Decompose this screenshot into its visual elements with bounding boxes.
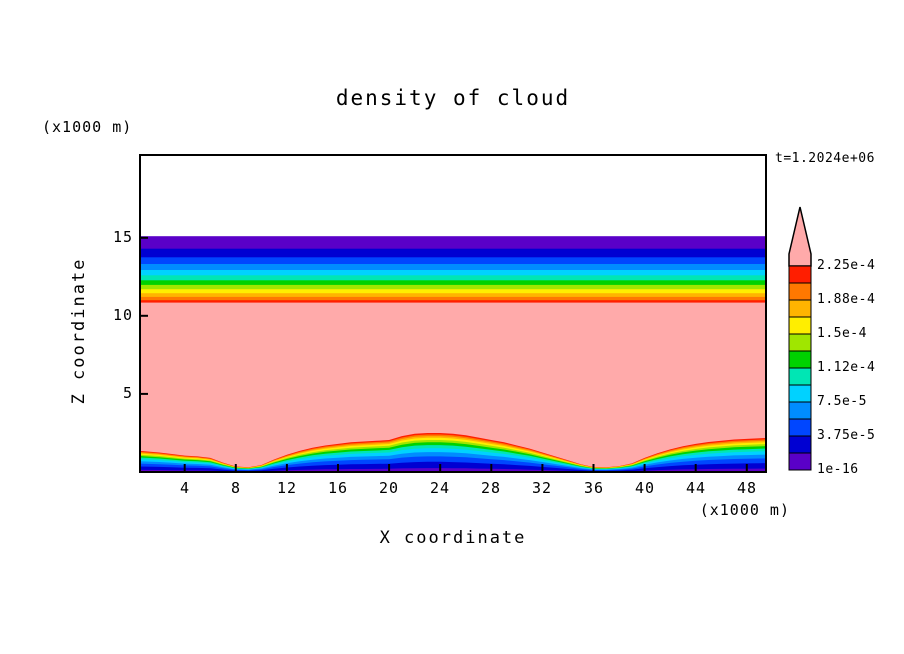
- z-tick-label: 15: [112, 228, 133, 246]
- colorbar-tick-label: 1.12e-4: [817, 360, 876, 375]
- z-tick-label: 5: [122, 384, 133, 402]
- colorbar-tick-label: 1.5e-4: [817, 326, 867, 341]
- colorbar: [788, 206, 812, 471]
- x-axis-label: X coordinate: [379, 528, 527, 548]
- colorbar-over-arrow: [788, 206, 812, 267]
- x-tick-label: 12: [276, 479, 298, 497]
- contour-plot: [139, 154, 767, 473]
- colorbar-tick-label: 3.75e-5: [817, 428, 876, 443]
- x-tick-label: 8: [230, 479, 242, 497]
- colorbar-tick-label: 1.88e-4: [817, 292, 876, 307]
- x-tick-label: 40: [634, 479, 656, 497]
- x-tick-label: 20: [378, 479, 400, 497]
- x-axis-unit: (x1000 m): [699, 501, 790, 519]
- x-tick-label: 24: [429, 479, 451, 497]
- x-tick-label: 36: [583, 479, 605, 497]
- x-tick-label: 44: [685, 479, 707, 497]
- z-axis-unit: (x1000 m): [42, 118, 133, 136]
- colorbar-tick-label: 2.25e-4: [817, 258, 876, 273]
- colorbar-tick-label: 1e-16: [817, 462, 859, 477]
- time-annotation: t=1.2024e+06: [775, 151, 875, 166]
- chart-title: density of cloud: [335, 86, 571, 110]
- x-tick-label: 32: [531, 479, 553, 497]
- colorbar-tick-label: 7.5e-5: [817, 394, 867, 409]
- x-tick-label: 28: [480, 479, 502, 497]
- x-tick-label: 16: [327, 479, 349, 497]
- x-tick-label: 4: [179, 479, 191, 497]
- x-tick-label: 48: [736, 479, 758, 497]
- z-tick-label: 10: [112, 306, 133, 324]
